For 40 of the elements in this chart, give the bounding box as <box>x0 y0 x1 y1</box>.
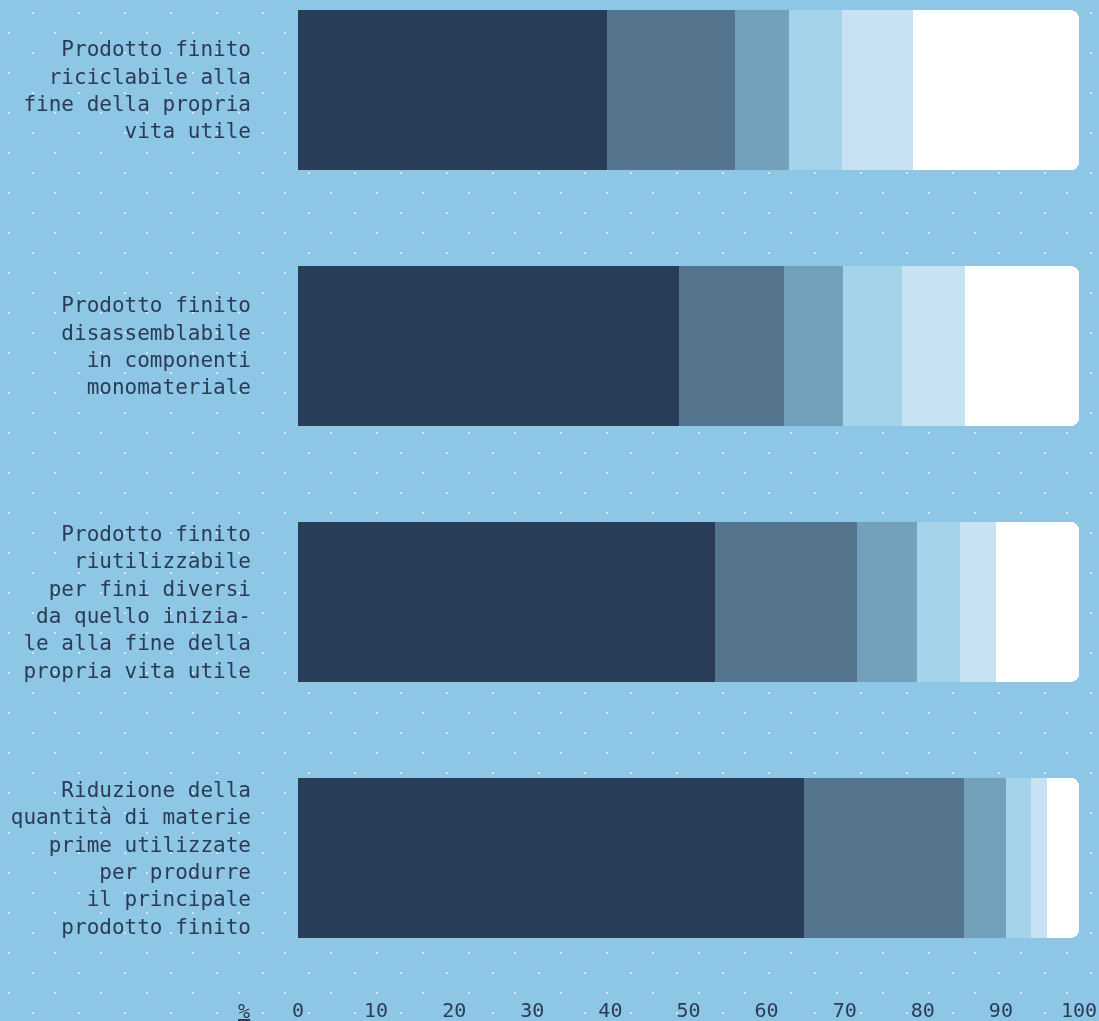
x-tick-label: 50 <box>676 998 701 1021</box>
x-tick-label: 10 <box>364 998 389 1021</box>
x-tick-label: 80 <box>910 998 935 1021</box>
y-tick-label: Prodotto finito riciclabile alla fine della propria vita utile <box>23 37 251 144</box>
x-tick-label: 0 <box>291 998 305 1021</box>
bar <box>959 522 997 682</box>
bar <box>298 266 680 427</box>
bar <box>916 522 960 682</box>
bar <box>842 10 913 171</box>
bar <box>734 10 790 171</box>
x-tick-label: 90 <box>988 998 1013 1021</box>
bar <box>964 266 1079 427</box>
bar <box>607 10 735 171</box>
bar <box>789 10 843 171</box>
bar <box>783 266 844 427</box>
x-tick-label: 20 <box>442 998 467 1021</box>
bar <box>843 266 902 427</box>
bar <box>1030 777 1047 938</box>
x-tick-label: 30 <box>520 998 545 1021</box>
bar <box>912 10 1079 171</box>
bar <box>298 777 805 938</box>
x-tick-label: 40 <box>598 998 623 1021</box>
bar <box>996 522 1079 682</box>
y-tick-label: Prodotto finito disassemblabile in componenti monomateriale <box>61 293 251 400</box>
x-tick-label: 100 <box>1060 998 1098 1021</box>
bar <box>715 522 858 682</box>
y-tick-label: Prodotto finito riutilizzabile per fini diversi da quello inizia- le alla fine della propria vita utile <box>23 522 251 683</box>
bar <box>901 266 965 427</box>
x-axis-title: % <box>238 999 251 1021</box>
bar <box>804 777 965 938</box>
bar <box>1006 777 1031 938</box>
bar <box>298 10 608 171</box>
bar <box>964 777 1007 938</box>
bar <box>1046 777 1079 938</box>
bar <box>679 266 784 427</box>
x-tick-label: 60 <box>754 998 779 1021</box>
x-tick-label: 70 <box>832 998 857 1021</box>
bar <box>298 522 716 682</box>
bar <box>857 522 917 682</box>
y-tick-label: Riduzione della quantità di materie prime utilizzate per produrre il principale prodotto finito <box>10 778 251 939</box>
